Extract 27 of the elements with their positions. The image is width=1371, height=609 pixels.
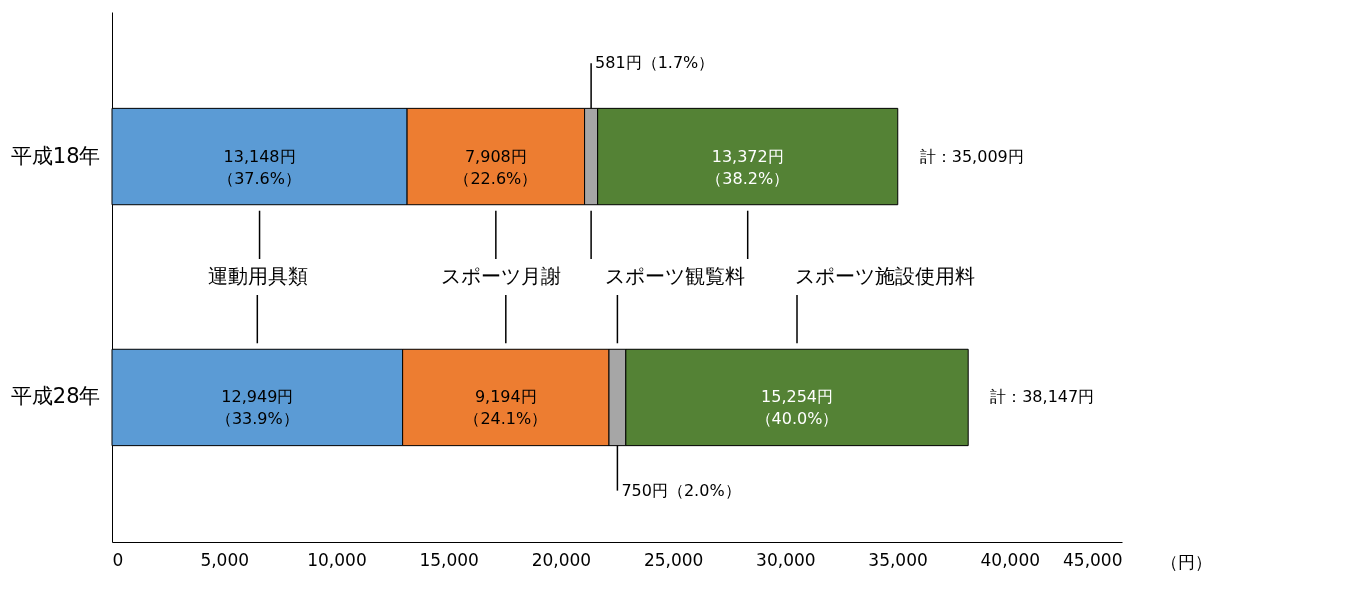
text: スポーツ月謝 [440, 264, 561, 288]
data-label: 750円（2.0%） [621, 480, 741, 500]
x-tick-label: 0 [112, 549, 124, 570]
x-axis-title: （円） [1160, 551, 1212, 572]
total-label: 計：38,147円 [990, 387, 1095, 407]
x-tick-label: 40,000 [980, 549, 1041, 570]
data-label: 13,148円（37.6%） [218, 146, 301, 188]
x-tick-label: 35,000 [868, 549, 928, 570]
y-tick-label: 平成18年 [10, 143, 101, 168]
text: スポーツ観覧料 [604, 264, 745, 288]
x-tick-label: 20,000 [531, 549, 592, 570]
x-tick-label: 45,000 [1063, 549, 1123, 570]
data-label: 15,254円（40.0%） [755, 387, 839, 429]
data-label: 9,194円（24.1%） [464, 387, 548, 429]
data-label: 12,949円（33.9%） [215, 387, 299, 429]
y-tick-label: 平成28年 [10, 384, 101, 409]
text: 運動用具類 [208, 264, 309, 288]
text: スポーツ施設使用料 [794, 264, 975, 288]
data-label: 13,372円（38.2%） [706, 146, 790, 188]
x-tick-label: 25,000 [643, 549, 704, 570]
data-label: 7,908円（22.6%） [454, 146, 538, 188]
x-tick-label: 30,000 [756, 549, 816, 570]
total-label: 計：35,009円 [919, 146, 1024, 166]
data-label: 581円（1.7%） [595, 53, 715, 73]
x-tick-label: 15,000 [419, 549, 479, 570]
x-tick-label: 10,000 [307, 549, 367, 570]
x-tick-label: 5,000 [200, 549, 250, 570]
